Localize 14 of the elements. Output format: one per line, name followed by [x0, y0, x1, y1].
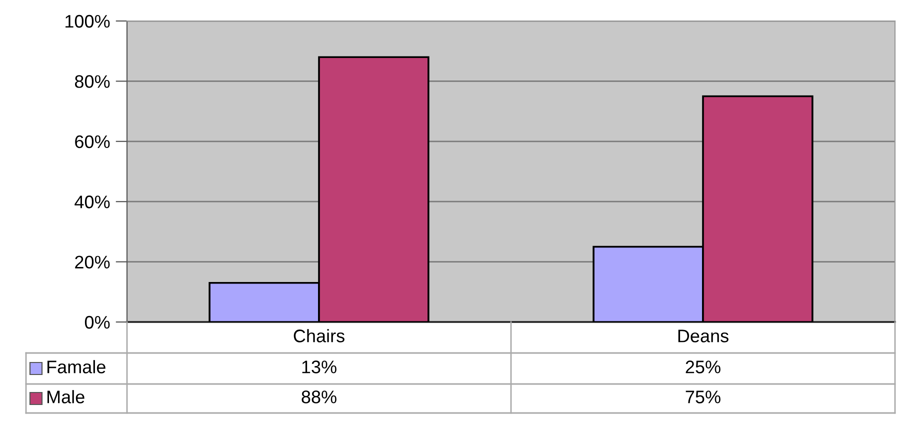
- y-tick-label: 60%: [75, 135, 110, 148]
- x-tick-label: Chairs: [294, 329, 344, 342]
- legend-label: Male: [47, 390, 84, 404]
- y-tick-label: 0%: [84, 316, 110, 329]
- data-label: 25%: [686, 360, 720, 374]
- x-tick-label: Deans: [678, 330, 728, 342]
- data-label: 75%: [686, 390, 720, 404]
- legend-label: Famale: [47, 360, 106, 374]
- y-tick-label: 40%: [74, 196, 110, 208]
- y-tick-label: 80%: [74, 75, 110, 88]
- y-tick-label: 100%: [66, 14, 110, 28]
- y-tick-label: 20%: [75, 256, 110, 269]
- data-label: 13%: [302, 360, 336, 374]
- data-label: 88%: [302, 390, 336, 404]
